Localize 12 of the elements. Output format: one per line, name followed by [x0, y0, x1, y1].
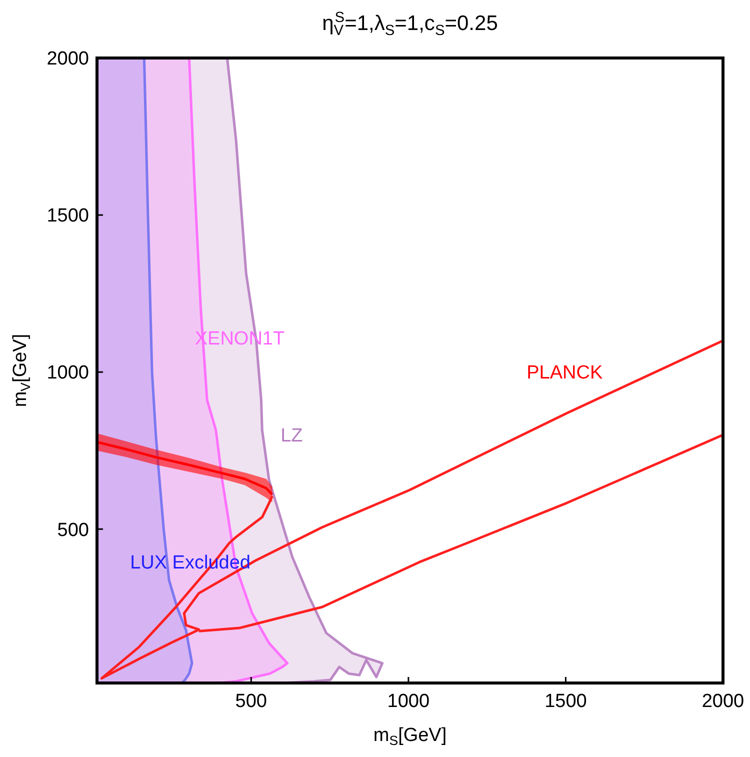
annotation: PLANCK — [526, 362, 603, 384]
x-tick-label: 500 — [235, 691, 267, 712]
y-tick-label: 2000 — [46, 48, 89, 70]
x-tick-label: 2000 — [702, 691, 744, 712]
x-axis-title: m$_{S}$[GeV] — [373, 725, 447, 748]
y-tick-label: 1500 — [46, 206, 89, 227]
x-tick-label: 1500 — [544, 691, 587, 712]
y-tick-label: 1000 — [46, 362, 89, 384]
chart-title: η$_{V}$$^{S}$=1,λ$_{S}$=1,c$_{S}$=0.25 — [322, 10, 498, 38]
annotation: LZ — [280, 426, 304, 447]
y-tick-label: 500 — [57, 520, 89, 541]
x-tick-label: 1000 — [387, 691, 430, 712]
